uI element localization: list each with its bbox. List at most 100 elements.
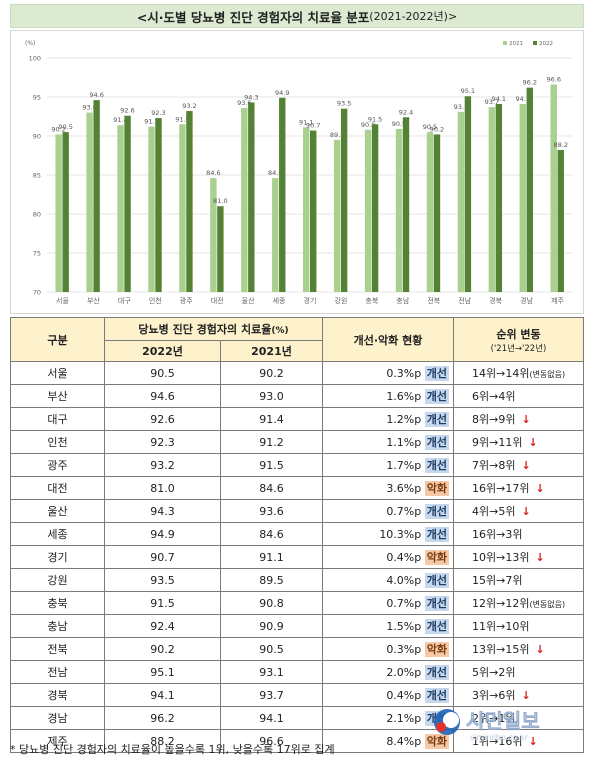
cell-region: 전북	[10, 637, 105, 661]
bar-2022	[433, 134, 441, 292]
cell-change: 0.3%p 악화	[322, 637, 454, 661]
cell-region: 서울	[10, 361, 105, 385]
table-row: 강원 93.5 89.5 4.0%p 개선 15위→7위	[10, 568, 584, 592]
rank-down-arrow-icon: ↓	[521, 413, 531, 426]
y-tick-label: 95	[33, 94, 41, 102]
change-diff: 8.4%p	[386, 735, 422, 748]
table-row: 광주 93.2 91.5 1.7%p 개선 7위→8위 ↓	[10, 453, 584, 477]
bar-2021	[210, 178, 217, 292]
x-tick-label: 전북	[427, 296, 440, 305]
cell-2021: 90.5	[220, 637, 323, 661]
cell-region: 충남	[10, 614, 105, 638]
watermark-name: 시민일보	[466, 709, 540, 733]
bar-value-label: 93.5	[337, 100, 351, 108]
header-rank: 순위 변동 ('21년→'22년)	[453, 317, 584, 362]
rank-note: (변동없음)	[529, 600, 566, 609]
x-tick-label: 대구	[118, 297, 131, 305]
table-row: 인천 92.3 91.2 1.1%p 개선 9위→11위 ↓	[10, 430, 584, 454]
change-status-tag: 악화	[424, 481, 449, 496]
chart-title-sub: (2021-2022년)>	[369, 10, 458, 23]
table-row: 전남 95.1 93.1 2.0%p 개선 5위→2위	[10, 660, 584, 684]
cell-rank: 5위→2위	[453, 660, 584, 684]
rank-text: 16위→17위	[472, 482, 530, 495]
bar-value-label: 91.1	[299, 118, 313, 126]
rank-down-arrow-icon: ↓	[521, 505, 531, 518]
cell-2021: 84.6	[220, 522, 323, 546]
rank-down-arrow-icon: ↓	[535, 482, 545, 495]
x-tick-label: 충북	[365, 296, 378, 305]
table-row: 세종 94.9 84.6 10.3%p 개선 16위→3위	[10, 522, 584, 546]
cell-2021: 90.9	[220, 614, 323, 638]
cell-rank: 4위→5위 ↓	[453, 499, 584, 523]
cell-2022: 94.3	[104, 499, 221, 523]
bar-value-label: 92.4	[399, 108, 413, 116]
cell-2021: 84.6	[220, 476, 323, 500]
cell-2022: 93.5	[104, 568, 221, 592]
cell-2021: 93.1	[220, 660, 323, 684]
bar-2021	[241, 107, 248, 292]
bar-value-label: 93.0	[82, 104, 96, 112]
x-tick-label: 광주	[180, 297, 193, 305]
bar-value-label: 94.9	[275, 89, 289, 97]
cell-2021: 96.6	[220, 729, 323, 753]
cell-2022: 95.1	[104, 660, 221, 684]
cell-2022: 96.2	[104, 706, 221, 730]
rank-down-arrow-icon: ↓	[521, 459, 531, 472]
rank-text: 16위→3위	[472, 528, 523, 541]
cell-2021: 93.7	[220, 683, 323, 707]
bar-value-label: 92.3	[151, 109, 165, 117]
bar-value-label: 90.9	[392, 120, 406, 128]
bar-2021	[303, 127, 310, 292]
change-status-tag: 개선	[424, 688, 449, 703]
cell-rank: 11위→10위	[453, 614, 584, 638]
rank-text: 5위→2위	[472, 666, 516, 679]
cell-2021: 91.4	[220, 407, 323, 431]
cell-region: 경남	[10, 706, 105, 730]
bar-2022	[557, 150, 564, 292]
change-diff: 1.7%p	[386, 459, 422, 472]
cell-change: 0.3%p 개선	[322, 361, 454, 385]
bar-2022	[526, 87, 533, 292]
x-tick-label: 경기	[304, 296, 317, 305]
cell-2022: 92.3	[104, 430, 221, 454]
cell-region: 전남	[10, 660, 105, 684]
bar-value-label: 90.8	[361, 121, 375, 129]
cell-2021: 93.0	[220, 384, 323, 408]
bar-2021	[457, 111, 465, 292]
rank-text: 7위→8위	[472, 459, 516, 472]
x-tick-label: 경남	[520, 296, 533, 305]
rank-text: 11위→10위	[472, 620, 530, 633]
bar-2021	[148, 126, 155, 292]
cell-2021: 90.8	[220, 591, 323, 615]
header-rank-label: 순위 변동	[496, 327, 541, 341]
watermark-url: siminilbo.co.kr	[470, 733, 529, 742]
bar-2021	[86, 112, 93, 292]
bar-value-label: 91.5	[368, 115, 382, 123]
cell-2022: 90.2	[104, 637, 221, 661]
change-status-tag: 악화	[424, 734, 449, 749]
change-diff: 10.3%p	[379, 528, 422, 541]
legend-label: 2021	[509, 41, 523, 47]
bar-value-label: 96.2	[523, 79, 537, 87]
change-diff: 1.1%p	[386, 436, 422, 449]
bar-2022	[310, 130, 317, 292]
table-row: 서울 90.5 90.2 0.3%p 개선 14위→14위(변동없음)	[10, 361, 584, 385]
x-tick-label: 경북	[489, 296, 502, 305]
bar-value-label: 94.3	[244, 93, 258, 101]
header-rate-label: 당뇨병 진단 경험자의 치료율	[138, 323, 272, 336]
x-tick-label: 대전	[211, 296, 224, 305]
bar-2021	[179, 124, 186, 292]
cell-2022: 94.6	[104, 384, 221, 408]
bar-value-label: 93.6	[237, 99, 251, 107]
rank-down-arrow-icon: ↓	[521, 689, 531, 702]
cell-2021: 91.5	[220, 453, 323, 477]
change-diff: 0.4%p	[386, 689, 422, 702]
bar-2021	[395, 128, 403, 292]
cell-rank: 16위→17위 ↓	[453, 476, 584, 500]
cell-rank: 15위→7위	[453, 568, 584, 592]
watermark-logo: 시민일보 siminilbo.co.kr	[434, 709, 540, 742]
bar-2021	[117, 125, 124, 292]
bar-2022	[62, 132, 69, 292]
cell-2022: 90.5	[104, 361, 221, 385]
rank-text: 3위→6위	[472, 689, 516, 702]
